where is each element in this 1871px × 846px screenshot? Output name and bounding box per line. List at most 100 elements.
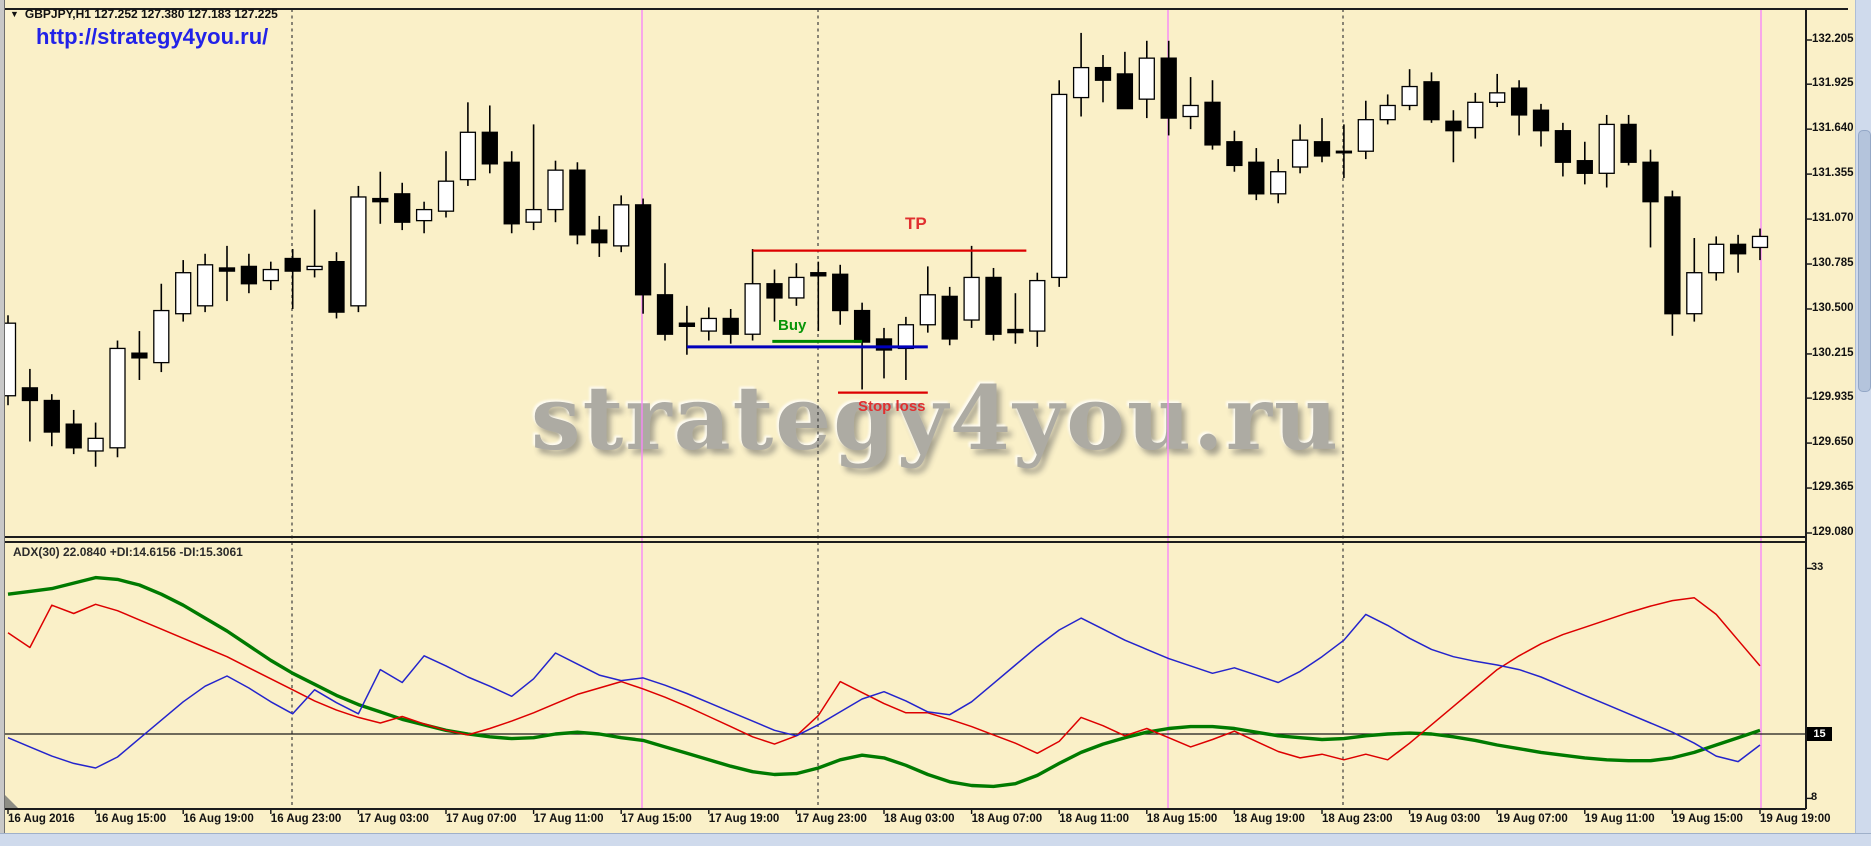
candle-body[interactable] bbox=[65, 423, 82, 449]
candle-body[interactable] bbox=[700, 317, 717, 332]
candle-body[interactable] bbox=[415, 208, 433, 222]
candle-body[interactable] bbox=[1708, 243, 1725, 274]
candle-body[interactable] bbox=[87, 437, 104, 452]
buy-entry-label[interactable]: Buy bbox=[778, 317, 807, 334]
candle-body[interactable] bbox=[481, 131, 498, 165]
candle-body[interactable] bbox=[1248, 161, 1265, 195]
candle-body[interactable] bbox=[1554, 130, 1572, 163]
time-axis-label: 19 Aug 07:00 bbox=[1497, 813, 1568, 825]
candle-body[interactable] bbox=[1270, 171, 1287, 195]
candle-body[interactable] bbox=[350, 196, 367, 307]
time-axis-label: 16 Aug 15:00 bbox=[95, 813, 167, 825]
strategy-url-link[interactable]: http://strategy4you.ru/ bbox=[36, 24, 269, 49]
price-axis-label: 131.355 bbox=[1812, 167, 1854, 180]
candle-body[interactable] bbox=[284, 257, 301, 272]
candle-body[interactable] bbox=[1379, 104, 1396, 121]
candle-body[interactable] bbox=[1138, 57, 1155, 100]
candle-body[interactable] bbox=[1686, 272, 1703, 315]
candle-body[interactable] bbox=[328, 261, 345, 313]
candle-body[interactable] bbox=[1029, 279, 1046, 332]
candle-body[interactable] bbox=[1007, 328, 1024, 334]
candle-body[interactable] bbox=[810, 272, 827, 277]
candle-body[interactable] bbox=[306, 265, 323, 271]
panel-resize-grip[interactable] bbox=[5, 795, 18, 808]
stop-loss-label[interactable]: Stop loss bbox=[858, 398, 926, 415]
candle-body[interactable] bbox=[634, 204, 652, 296]
candle-body[interactable] bbox=[1357, 119, 1374, 152]
candle-body[interactable] bbox=[1291, 139, 1309, 168]
candle-body[interactable] bbox=[656, 294, 674, 335]
candle-body[interactable] bbox=[788, 276, 805, 299]
candle-body[interactable] bbox=[153, 309, 170, 364]
candle-body[interactable] bbox=[1335, 150, 1353, 154]
candle-body[interactable] bbox=[1576, 160, 1593, 174]
price-axis-label: 129.935 bbox=[1812, 391, 1854, 404]
candle-body[interactable] bbox=[1642, 161, 1659, 203]
candle-body[interactable] bbox=[1510, 87, 1528, 116]
candle-body[interactable] bbox=[1204, 101, 1221, 146]
candle-body[interactable] bbox=[1489, 92, 1506, 103]
candle-body[interactable] bbox=[1401, 85, 1418, 107]
candle-body[interactable] bbox=[941, 295, 958, 340]
candle-body[interactable] bbox=[744, 283, 761, 335]
candle-body[interactable] bbox=[963, 276, 980, 321]
candle-body[interactable] bbox=[1313, 141, 1331, 157]
candle-body[interactable] bbox=[613, 204, 630, 247]
candle-body[interactable] bbox=[394, 193, 411, 223]
symbol-title[interactable]: ▼ GBPJPY,H1 127.252 127.380 127.183 127.2… bbox=[10, 7, 278, 21]
candle-body[interactable] bbox=[1598, 123, 1615, 174]
candle-body[interactable] bbox=[1664, 196, 1681, 315]
price-axis-label: 131.925 bbox=[1812, 77, 1854, 90]
candle-body[interactable] bbox=[678, 322, 696, 327]
candle-body[interactable] bbox=[1160, 57, 1177, 119]
candle-body[interactable] bbox=[766, 283, 783, 299]
candle-body[interactable] bbox=[1620, 123, 1637, 163]
candle-body[interactable] bbox=[919, 294, 936, 326]
take-profit-label[interactable]: TP bbox=[905, 214, 927, 233]
candle-body[interactable] bbox=[1751, 235, 1769, 249]
candle-body[interactable] bbox=[437, 180, 455, 212]
candle-body[interactable] bbox=[853, 309, 871, 343]
scrollbar-thumb[interactable] bbox=[1858, 130, 1871, 392]
candle-body[interactable] bbox=[1445, 120, 1462, 132]
candle-body[interactable] bbox=[875, 338, 893, 351]
candle-body[interactable] bbox=[1423, 81, 1440, 121]
candle-body[interactable] bbox=[218, 267, 236, 272]
candle-body[interactable] bbox=[21, 387, 39, 402]
candle-body[interactable] bbox=[372, 197, 389, 203]
candle-body[interactable] bbox=[196, 264, 214, 307]
candle-body[interactable] bbox=[131, 352, 148, 359]
candle-body[interactable] bbox=[1532, 109, 1550, 132]
vertical-scrollbar[interactable] bbox=[1855, 0, 1871, 833]
candle-body[interactable] bbox=[547, 169, 564, 211]
panel-separator[interactable] bbox=[4, 541, 1806, 543]
candle-body[interactable] bbox=[897, 324, 915, 350]
candle-body[interactable] bbox=[503, 161, 520, 225]
candle-body[interactable] bbox=[1467, 101, 1484, 129]
panel-separator[interactable] bbox=[4, 536, 1806, 538]
candle-body[interactable] bbox=[525, 208, 542, 223]
candle-body[interactable] bbox=[1226, 141, 1243, 167]
candle-body[interactable] bbox=[1094, 66, 1112, 81]
candle-body[interactable] bbox=[1051, 93, 1068, 279]
candle-body[interactable] bbox=[175, 272, 192, 315]
candle-body[interactable] bbox=[985, 276, 1002, 335]
candle-body[interactable] bbox=[591, 229, 608, 244]
candle-body[interactable] bbox=[459, 131, 477, 181]
chevron-down-icon[interactable]: ▼ bbox=[10, 9, 19, 19]
candle-body[interactable] bbox=[240, 265, 258, 285]
candle-body[interactable] bbox=[1116, 73, 1134, 110]
candle-body[interactable] bbox=[569, 169, 586, 236]
candle-body[interactable] bbox=[262, 268, 279, 282]
candle-body[interactable] bbox=[722, 317, 739, 335]
candle-body[interactable] bbox=[832, 273, 849, 312]
adx-series-+DI bbox=[7, 613, 1761, 769]
candle-body[interactable] bbox=[1729, 243, 1747, 255]
time-axis-label: 17 Aug 11:00 bbox=[533, 813, 604, 825]
candle-body[interactable] bbox=[109, 347, 126, 449]
candle-body[interactable] bbox=[43, 399, 60, 433]
candle-body[interactable] bbox=[1182, 104, 1199, 118]
candle-body[interactable] bbox=[1072, 66, 1090, 99]
